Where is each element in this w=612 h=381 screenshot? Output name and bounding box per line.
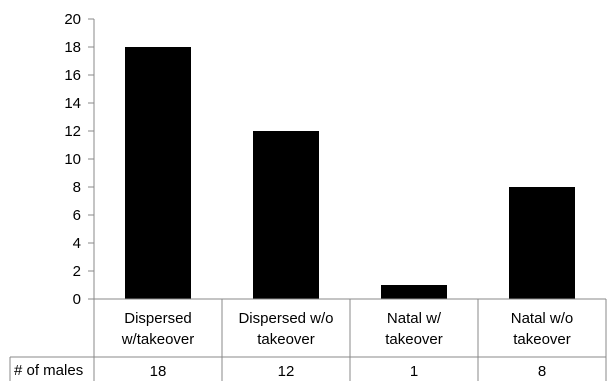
table-cell: 8 bbox=[538, 363, 546, 380]
category-label: takeover bbox=[385, 331, 443, 348]
y-axis-ticks: 0 2 4 6 8 10 12 14 16 18 20 bbox=[64, 11, 94, 308]
category-labels: Dispersed w/takeover Dispersed w/o takeover… bbox=[121, 310, 574, 348]
y-tick-label: 2 bbox=[73, 263, 81, 280]
bar bbox=[125, 47, 191, 299]
y-tick-label: 0 bbox=[73, 291, 81, 308]
y-tick-label: 6 bbox=[73, 207, 81, 224]
y-tick-label: 14 bbox=[64, 95, 81, 112]
table-cell: 18 bbox=[150, 363, 167, 380]
y-tick-label: 8 bbox=[73, 179, 81, 196]
category-label: w/takeover bbox=[121, 331, 195, 348]
bar bbox=[381, 285, 447, 299]
y-tick-label: 4 bbox=[73, 235, 81, 252]
data-table: # of males 18 12 1 8 bbox=[9, 356, 606, 381]
bars bbox=[125, 47, 575, 299]
category-label: Dispersed bbox=[124, 310, 192, 327]
category-label: Natal w/o bbox=[511, 310, 574, 327]
y-tick-label: 20 bbox=[64, 11, 81, 28]
category-label: takeover bbox=[513, 331, 571, 348]
category-label: Dispersed w/o bbox=[238, 310, 333, 327]
category-label: takeover bbox=[257, 331, 315, 348]
y-tick-label: 12 bbox=[64, 123, 81, 140]
axes bbox=[93, 19, 607, 381]
y-tick-label: 16 bbox=[64, 67, 81, 84]
category-label: Natal w/ bbox=[387, 310, 442, 327]
bar bbox=[509, 187, 575, 299]
y-tick-label: 10 bbox=[64, 151, 81, 168]
y-tick-label: 18 bbox=[64, 39, 81, 56]
bar bbox=[253, 131, 319, 299]
table-row-header: # of males bbox=[14, 362, 83, 379]
table-cell: 1 bbox=[410, 363, 418, 380]
table-cell: 12 bbox=[278, 363, 295, 380]
